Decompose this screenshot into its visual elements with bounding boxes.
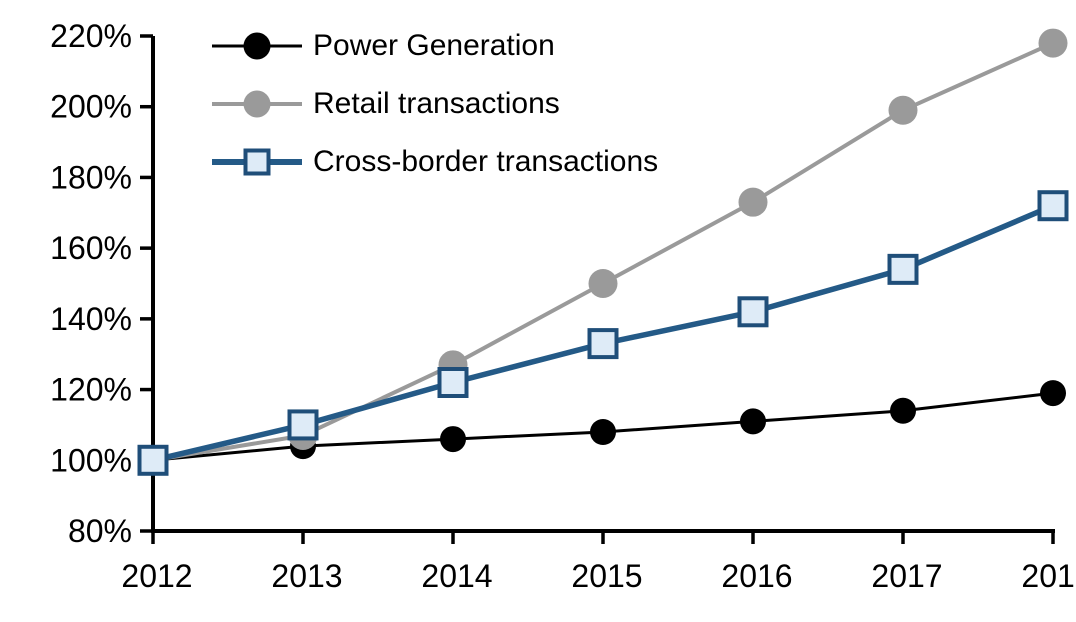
svg-text:100%: 100%	[50, 442, 132, 478]
legend-label-retail-transactions: Retail transactions	[313, 87, 560, 120]
svg-text:140%: 140%	[50, 301, 132, 337]
svg-text:2015: 2015	[571, 558, 642, 594]
legend-label-power-generation: Power Generation	[313, 29, 555, 62]
svg-text:120%: 120%	[50, 372, 132, 408]
svg-text:180%: 180%	[50, 159, 132, 195]
svg-text:2018: 2018	[1021, 558, 1076, 594]
circle-marker-icon	[243, 90, 271, 118]
circle-marker-icon	[243, 32, 271, 60]
legend-item-cross-border-transactions: Cross-border transactions	[212, 133, 658, 191]
svg-text:2013: 2013	[271, 558, 342, 594]
retail-transactions-line-sample	[212, 88, 302, 120]
svg-text:2017: 2017	[871, 558, 942, 594]
cross-border-transactions-line-sample	[212, 146, 302, 178]
power-generation-line-sample	[212, 30, 302, 62]
line-chart: 80% 100% 120% 140% 160% 180% 200% 220% 2012 2013 2…	[40, 16, 1076, 606]
svg-text:160%: 160%	[50, 230, 132, 266]
svg-text:80%: 80%	[68, 513, 132, 549]
legend-item-power-generation: Power Generation	[212, 17, 658, 75]
legend-label-cross-border-transactions: Cross-border transactions	[313, 145, 659, 178]
chart-legend: Power Generation Retail transactions Cro…	[212, 17, 658, 191]
svg-text:220%: 220%	[50, 18, 132, 54]
square-marker-icon	[243, 148, 271, 176]
plot-area: 80% 100% 120% 140% 160% 180% 200% 220% 2012 2013 2…	[50, 18, 1076, 594]
svg-text:2016: 2016	[721, 558, 792, 594]
svg-text:2012: 2012	[121, 558, 192, 594]
legend-item-retail-transactions: Retail transactions	[212, 75, 658, 133]
svg-text:200%: 200%	[50, 89, 132, 125]
svg-text:2014: 2014	[421, 558, 492, 594]
